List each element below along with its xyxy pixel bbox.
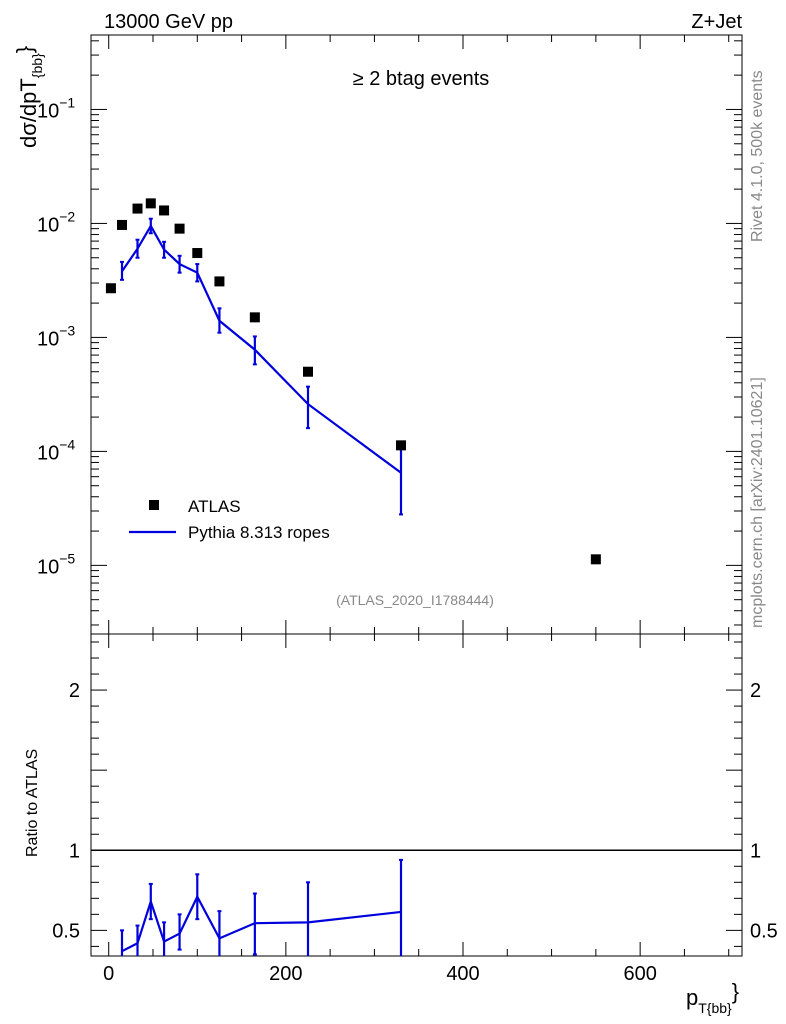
- ratio-data: [120, 858, 403, 956]
- ratio-y-tick-label: 2: [69, 680, 80, 702]
- ratio-panel: 0 200 400 600 0.5 0.5 1 1 2 2: [52, 633, 778, 985]
- mcplots-info: mcplots.cern.ch [arXiv:2401.10621]: [749, 377, 766, 628]
- data-point: [396, 440, 406, 451]
- ratio-y-tick-label-right: 1: [750, 840, 761, 862]
- data-point: [590, 554, 601, 565]
- legend-label-mc: Pythia 8.313 ropes: [188, 523, 330, 542]
- ratio-y-tick-label: 0.5: [52, 920, 80, 942]
- main-ylabel: dσ/dpT{bb}}: [12, 46, 45, 148]
- main-frame: [90, 34, 743, 635]
- x-tick-label: 200: [269, 963, 302, 985]
- main-data: [105, 198, 601, 565]
- x-tick-label: 0: [103, 963, 114, 985]
- data-point: [117, 219, 127, 230]
- ratio-frame: [90, 633, 743, 957]
- analysis-annotation: (ATLAS_2020_I1788444): [336, 592, 494, 608]
- data-point: [132, 203, 143, 214]
- data-point: [214, 276, 225, 287]
- legend-label-atlas: ATLAS: [188, 497, 241, 516]
- y-tick-label: 10−4: [37, 436, 75, 464]
- data-point: [192, 248, 203, 259]
- ratio-ylabel: Ratio to ATLAS: [24, 749, 41, 857]
- data-point: [105, 283, 116, 294]
- y-tick-label: 10−5: [37, 550, 75, 578]
- data-point: [303, 366, 313, 377]
- data-point: [145, 198, 156, 209]
- energy-label: 13000 GeV pp: [104, 11, 233, 33]
- main-panel: 10−5 10−4 10−3 10−2 10−1: [37, 34, 743, 956]
- y-tick-label: 10−3: [37, 322, 75, 350]
- data-point: [249, 312, 260, 323]
- data-point: [159, 205, 170, 216]
- legend: ATLAS Pythia 8.313 ropes: [129, 497, 330, 542]
- ratio-y-tick-label: 1: [69, 840, 80, 862]
- ratio-y-tick-label-right: 2: [750, 680, 761, 702]
- y-tick-label: 10−1: [37, 94, 75, 122]
- y-tick-label: 10−2: [37, 208, 75, 236]
- ratio-mc-line: [121, 894, 402, 953]
- legend-marker-atlas: [149, 500, 159, 510]
- x-axis-title: pT{bb}}: [686, 979, 739, 1016]
- chart-title: ≥ 2 btag events: [353, 68, 490, 90]
- process-label: Z+Jet: [691, 11, 742, 33]
- x-tick-label: 600: [623, 963, 656, 985]
- rivet-info: Rivet 4.1.0, 500k events: [749, 70, 766, 242]
- ratio-y-tick-label-right: 0.5: [750, 920, 778, 942]
- mc-line: [121, 223, 402, 474]
- data-point: [174, 223, 185, 234]
- x-tick-label: 400: [446, 963, 479, 985]
